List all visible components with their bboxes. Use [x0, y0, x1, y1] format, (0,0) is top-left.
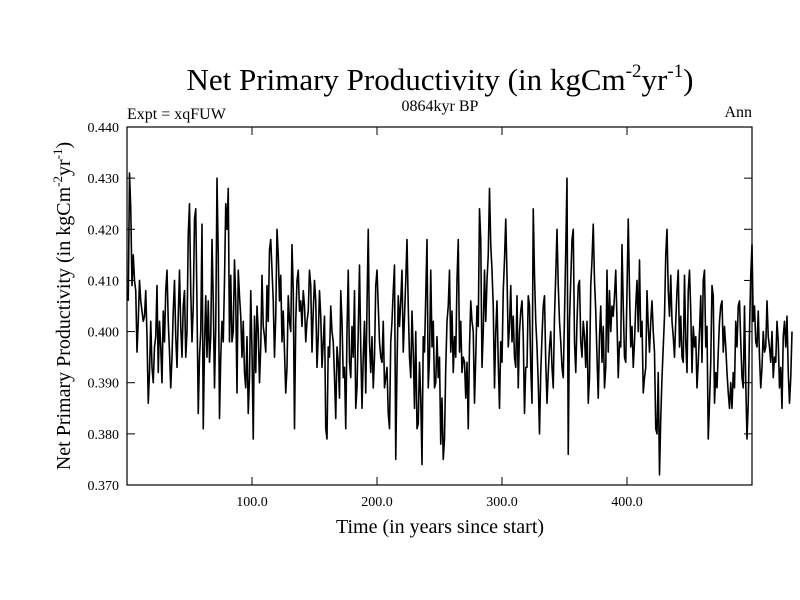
x-tick-label: 400.0 [611, 495, 643, 510]
y-tick-label: 0.370 [88, 479, 120, 494]
y-axis-label: Net Primary Productivity (in kgCm-2yr-1) [50, 142, 75, 470]
y-tick-label: 0.380 [88, 428, 120, 443]
chart-title: Net Primary Productivity (in kgCm-2yr-1) [187, 61, 694, 97]
y-tick-label: 0.390 [88, 377, 120, 392]
x-tick-label: 200.0 [361, 495, 393, 510]
y-tick-label: 0.400 [88, 326, 120, 341]
plot-frame [126, 126, 753, 486]
x-tick-label: 100.0 [236, 495, 268, 510]
x-tick-label: 300.0 [486, 495, 518, 510]
period-label: 0864kyr BP [402, 98, 479, 115]
x-axis: 100.0 200.0 300.0 400.0 [236, 127, 643, 510]
y-tick-label: 0.440 [88, 121, 120, 136]
y-tick-label: 0.420 [88, 223, 120, 238]
y-tick-label: 0.410 [88, 274, 120, 289]
season-label: Ann [724, 104, 752, 121]
npp-series-line [127, 172, 793, 476]
experiment-label: Expt = xqFUW [127, 106, 227, 123]
x-axis-label: Time (in years since start) [336, 516, 544, 538]
y-tick-label: 0.430 [88, 172, 120, 187]
y-axis: 0.370 0.380 0.390 0.400 0.410 0.420 0.430 0.440 [88, 121, 752, 494]
